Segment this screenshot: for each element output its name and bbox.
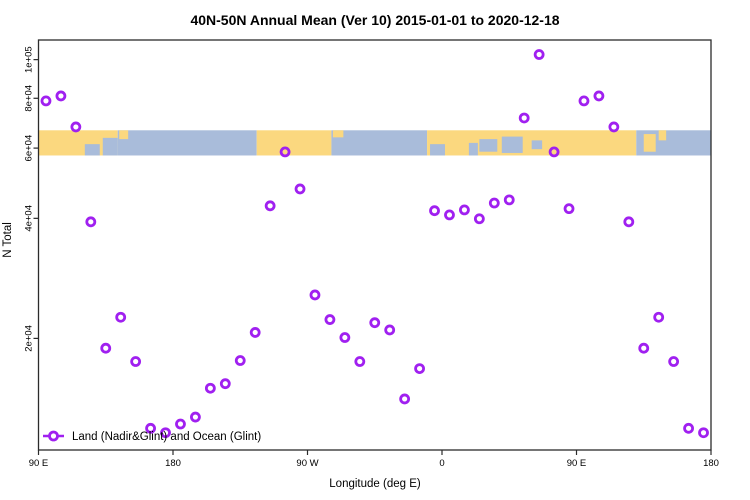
data-point [249, 327, 261, 338]
legend-marker-circle [48, 430, 59, 442]
y-axis-title: N Total [2, 222, 14, 258]
map-band-land-segment [256, 130, 332, 156]
data-point [623, 216, 635, 228]
map-band-ocean-patch [501, 136, 523, 153]
data-point [40, 95, 52, 107]
data-point [204, 382, 216, 394]
data-point [608, 121, 620, 133]
data-point [414, 363, 425, 374]
data-point [264, 200, 276, 212]
data-point [668, 356, 680, 367]
data-point [70, 121, 82, 133]
map-band-ocean-patch [479, 139, 498, 152]
legend: Land (Nadir&Glint) and Ocean (Glint) [43, 430, 261, 443]
y-tick-label: 2e+04 [23, 325, 34, 352]
data-point [145, 422, 156, 434]
data-point [369, 317, 381, 329]
data-point [563, 203, 575, 215]
x-tick-label: 0 [439, 458, 444, 469]
data-point [234, 355, 246, 366]
map-band-ocean-patch [102, 137, 118, 156]
map-band-ocean-patch [468, 142, 478, 156]
y-axis: 2e+04 4e+04 6e+04 8e+04 1e+05 [23, 46, 39, 352]
data-point [294, 183, 306, 195]
map-band-land-patch [119, 130, 129, 140]
data-point [190, 411, 201, 423]
data-point [429, 205, 440, 217]
x-tick-label: 180 [703, 458, 719, 469]
y-tick-label: 8e+04 [23, 85, 34, 112]
x-axis: 90 E 180 90 W 0 90 E 180 [29, 450, 719, 469]
y-tick-label: 4e+04 [23, 205, 34, 232]
data-point [548, 146, 560, 158]
map-band-ocean-patch [531, 140, 543, 150]
data-point [324, 314, 336, 325]
legend-label: Land (Nadir&Glint) and Ocean (Glint) [72, 431, 261, 443]
data-point [683, 422, 694, 434]
data-point [444, 209, 455, 221]
data-point [100, 342, 112, 354]
map-band-ocean-segment [331, 130, 428, 156]
data-point [503, 194, 515, 206]
data-point [115, 311, 127, 323]
map-band-land-patch [332, 130, 344, 138]
data-point [219, 378, 231, 390]
data-point [533, 49, 545, 60]
data-point [399, 393, 411, 405]
data-point [698, 427, 709, 439]
data-point [55, 90, 67, 102]
data-point [593, 90, 605, 102]
x-tick-label: 90 E [567, 458, 587, 469]
data-point [279, 146, 291, 158]
data-point [578, 95, 590, 107]
data-point [488, 197, 500, 209]
map-band-land-patch [643, 134, 656, 152]
data-points [40, 49, 709, 439]
data-point [160, 427, 171, 439]
data-point [653, 311, 665, 323]
map-band-land-patch [658, 130, 667, 141]
y-tick-label: 1e+05 [23, 46, 34, 73]
data-point [130, 356, 142, 367]
data-point [85, 216, 97, 228]
data-point [459, 204, 470, 216]
data-point [354, 356, 366, 367]
y-tick-label: 6e+04 [23, 135, 34, 162]
map-band-ocean-patch [84, 144, 100, 156]
x-tick-label: 90 E [29, 458, 49, 469]
x-tick-label: 90 W [296, 458, 318, 469]
plot-border [37, 39, 712, 451]
map-band-ocean-segment [117, 130, 257, 156]
data-point [384, 324, 396, 336]
data-point [518, 112, 530, 124]
data-point [339, 332, 351, 343]
map-band-land-segment [427, 130, 637, 156]
land-ocean-map-band [38, 130, 711, 156]
x-tick-label: 180 [165, 458, 181, 469]
data-point [638, 342, 650, 354]
data-point [473, 213, 485, 225]
x-axis-title: Longitude (deg E) [329, 478, 421, 490]
chart-title: 40N-50N Annual Mean (Ver 10) 2015-01-01 … [190, 12, 559, 28]
data-point [309, 289, 321, 301]
data-point [175, 418, 186, 430]
map-band-ocean-patch [430, 144, 445, 156]
